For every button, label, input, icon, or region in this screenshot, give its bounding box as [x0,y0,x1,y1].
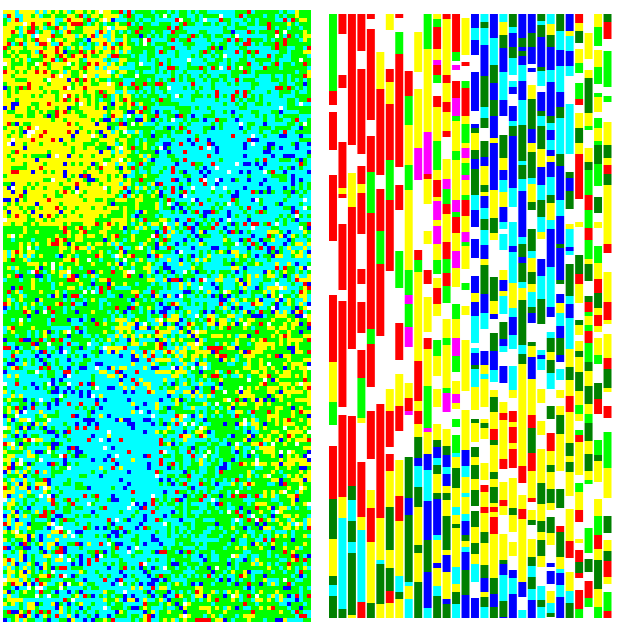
left-field-map [3,10,311,622]
field-maps [0,0,619,624]
